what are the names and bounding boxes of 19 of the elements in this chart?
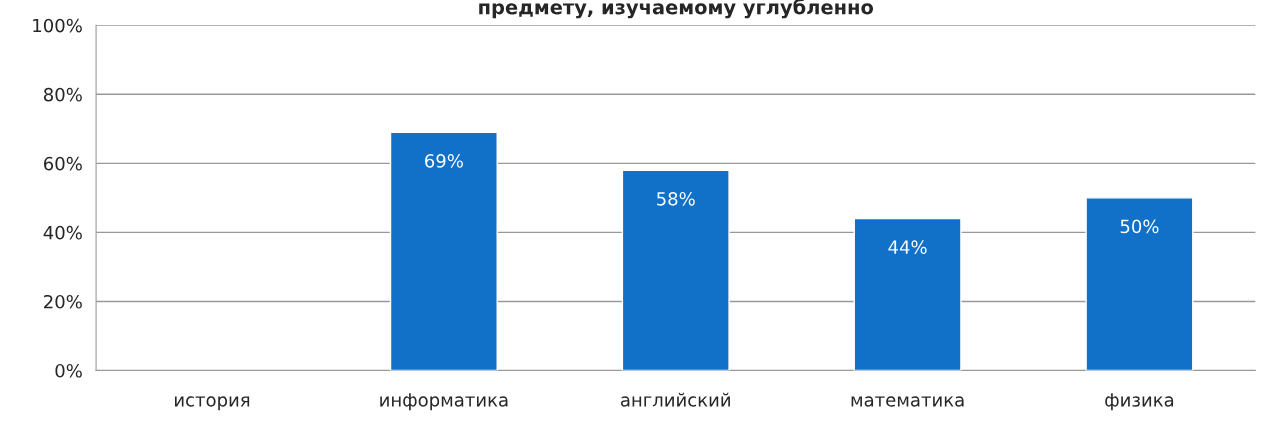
y-tick-label: 20% — [44, 294, 82, 309]
bar — [621, 169, 730, 371]
bar — [389, 131, 498, 371]
data-label: 58% — [657, 191, 695, 206]
y-tick-label: 100% — [33, 18, 82, 33]
data-label: 44% — [888, 240, 927, 254]
x-tick-label: математика — [851, 396, 964, 407]
y-tick-label: 0% — [55, 363, 82, 378]
data-label: 50% — [1120, 219, 1159, 234]
y-tick-label: 80% — [43, 87, 82, 102]
x-tick-label: английский — [620, 392, 730, 407]
x-tick-label: информатика — [380, 393, 508, 411]
bar — [853, 217, 962, 371]
bar — [1085, 197, 1194, 371]
x-tick-label: история — [175, 396, 250, 411]
data-label: 69% — [425, 154, 463, 168]
y-tick-label: 60% — [44, 156, 82, 171]
y-tick-label: 40% — [43, 225, 82, 240]
x-tick-label: физика — [1105, 393, 1174, 411]
